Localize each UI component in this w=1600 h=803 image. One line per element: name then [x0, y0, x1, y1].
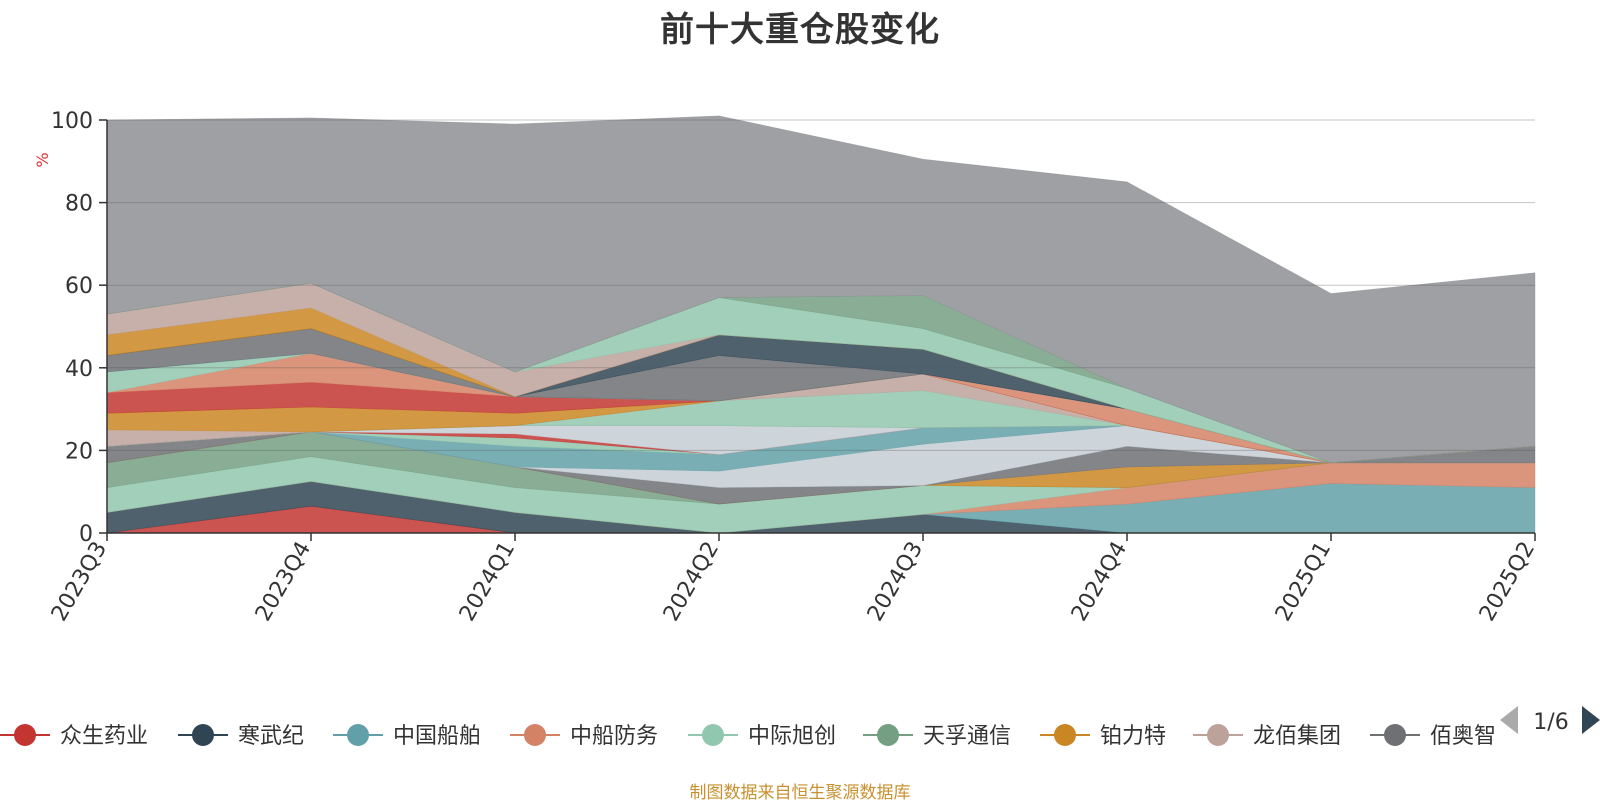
legend-item-2[interactable]: 寒武纪 — [178, 724, 304, 749]
y-tick-label: 0 — [79, 522, 93, 547]
legend-label: 寒武纪 — [238, 724, 304, 749]
legend-item-6[interactable]: 天孚通信 — [863, 724, 1011, 749]
legend-marker — [1207, 724, 1229, 746]
triangle-left-icon[interactable] — [1500, 706, 1518, 734]
area-series-30 — [106, 115, 1536, 464]
legend-label: 众生药业 — [60, 724, 148, 749]
y-tick-label: 60 — [65, 274, 93, 299]
legend-item-5[interactable]: 中际旭创 — [688, 724, 836, 749]
x-tick-label: 2023Q4 — [251, 538, 316, 626]
legend-marker — [192, 724, 214, 746]
legend-item-1[interactable]: 众生药业 — [0, 724, 148, 749]
y-tick-label: 80 — [65, 192, 93, 217]
y-axis-label: % — [33, 152, 52, 167]
legend-item-9[interactable]: 佰奥智 — [1370, 724, 1496, 749]
legend-label: 铂力特 — [1100, 724, 1166, 749]
grid-lines — [107, 119, 1535, 451]
legend-item-4[interactable]: 中船防务 — [510, 724, 658, 749]
x-tick-label: 2024Q2 — [659, 538, 724, 626]
legend-marker — [1384, 724, 1406, 746]
y-tick-labels: 0 20 40 60 80 100 — [51, 109, 107, 547]
y-tick-label: 20 — [65, 439, 93, 464]
footer-source-note: 制图数据来自恒生聚源数据库 — [689, 783, 911, 803]
legend-marker — [877, 724, 899, 746]
x-tick-label: 2024Q4 — [1067, 538, 1132, 626]
legend-item-8[interactable]: 龙佰集团 — [1193, 724, 1341, 749]
legend-label: 中船防务 — [570, 724, 658, 749]
plot-areas — [106, 115, 1536, 534]
x-tick-label: 2024Q1 — [455, 538, 520, 626]
legend-marker — [524, 724, 546, 746]
x-tick-label: 2024Q3 — [863, 538, 928, 626]
legend-label: 佰奥智 — [1430, 724, 1496, 749]
legend-label: 天孚通信 — [923, 724, 1011, 749]
y-tick-label: 40 — [65, 357, 93, 382]
legend-item-3[interactable]: 中国船舶 — [333, 724, 481, 749]
legend-label: 龙佰集团 — [1253, 724, 1341, 749]
legend-marker — [347, 724, 369, 746]
triangle-right-icon[interactable] — [1582, 706, 1600, 734]
legend-item-7[interactable]: 铂力特 — [1040, 724, 1166, 749]
legend-marker — [1054, 724, 1076, 746]
legend-page-indicator: 1/6 — [1533, 710, 1568, 735]
legend-label: 中国船舶 — [393, 724, 481, 749]
legend-pager: 1/6 — [1500, 706, 1600, 735]
y-tick-label: 100 — [51, 109, 93, 134]
x-tick-label: 2025Q1 — [1271, 538, 1336, 626]
legend-marker — [14, 724, 36, 746]
x-tick-labels: 2023Q3 2023Q4 2024Q1 2024Q2 2024Q3 2024Q4 2025… — [47, 533, 1540, 626]
x-tick-label: 2023Q3 — [47, 538, 112, 626]
legend-label: 中际旭创 — [748, 724, 836, 749]
legend: 众生药业 寒武纪 中国船舶 中船防务 中际旭创 天孚通信 铂力特 龙佰集团 佰奥智 — [0, 724, 1496, 749]
chart-title: 前十大重仓股变化 — [660, 10, 940, 50]
legend-marker — [702, 724, 724, 746]
x-tick-label: 2025Q2 — [1475, 538, 1540, 626]
axes — [106, 120, 1535, 534]
